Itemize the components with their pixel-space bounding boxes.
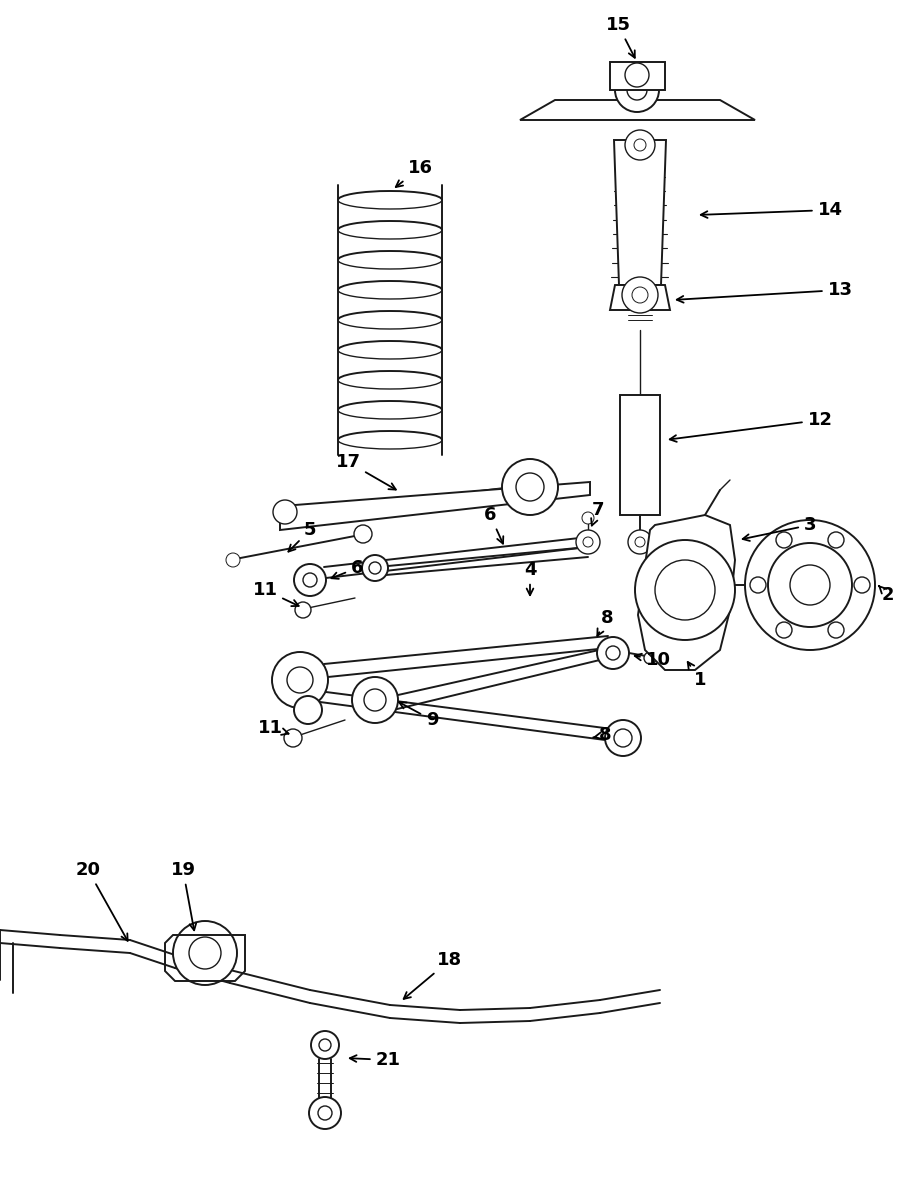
Circle shape [775,622,791,638]
Circle shape [311,1031,339,1059]
Circle shape [775,532,791,548]
Text: 5: 5 [288,522,316,552]
Circle shape [614,68,658,112]
Polygon shape [638,516,734,670]
Text: 14: 14 [700,201,842,219]
Circle shape [634,537,644,547]
Circle shape [596,637,628,669]
Circle shape [293,695,321,724]
Circle shape [853,577,869,594]
Circle shape [293,564,326,596]
Text: 4: 4 [523,561,535,595]
Circle shape [789,565,829,605]
Circle shape [364,689,386,711]
Polygon shape [610,285,669,311]
Text: 18: 18 [404,951,462,999]
Polygon shape [613,140,666,285]
Polygon shape [519,100,754,120]
Text: 2: 2 [878,586,893,604]
Circle shape [768,543,851,627]
Text: 12: 12 [669,411,832,442]
Text: 3: 3 [742,516,815,541]
Circle shape [286,667,312,693]
Text: 13: 13 [676,281,852,302]
Circle shape [627,80,647,100]
Circle shape [613,729,631,747]
Circle shape [582,537,592,547]
Circle shape [319,1040,330,1052]
Circle shape [354,525,372,543]
Circle shape [827,622,843,638]
Circle shape [604,721,640,757]
Circle shape [744,520,874,650]
Text: 6: 6 [483,506,503,543]
Circle shape [309,1097,340,1129]
Text: 19: 19 [171,861,196,930]
Text: 11: 11 [252,582,298,607]
Polygon shape [280,482,590,530]
Circle shape [582,512,593,524]
Text: 11: 11 [257,719,288,737]
Text: 16: 16 [396,159,432,187]
Text: 10: 10 [634,651,670,669]
Circle shape [501,459,557,516]
Circle shape [272,652,328,707]
Circle shape [621,277,657,313]
Circle shape [628,530,651,554]
Circle shape [633,139,646,151]
Circle shape [631,287,647,303]
Circle shape [294,602,311,617]
Text: 8: 8 [592,727,610,745]
Text: 17: 17 [335,453,396,489]
Circle shape [361,555,387,582]
Bar [619,394,659,516]
Bar [610,62,665,90]
Circle shape [284,729,302,747]
Circle shape [273,500,297,524]
Circle shape [624,129,655,159]
Circle shape [624,64,648,88]
Text: 15: 15 [605,16,634,58]
Circle shape [655,560,714,620]
Text: 1: 1 [687,662,705,689]
Circle shape [605,646,619,659]
Circle shape [575,530,600,554]
Circle shape [827,532,843,548]
Circle shape [643,652,656,664]
Circle shape [749,577,765,594]
Circle shape [318,1105,331,1120]
Circle shape [351,677,397,723]
Circle shape [634,540,734,640]
Circle shape [172,921,237,986]
Circle shape [368,562,380,574]
Text: 6: 6 [331,559,363,579]
Circle shape [303,573,317,588]
Text: 20: 20 [76,861,127,941]
Text: 8: 8 [597,609,612,635]
Text: 7: 7 [591,501,603,525]
Text: 21: 21 [349,1052,400,1070]
Text: 9: 9 [399,703,438,729]
Circle shape [226,553,239,567]
Circle shape [516,472,544,501]
Circle shape [189,936,220,969]
